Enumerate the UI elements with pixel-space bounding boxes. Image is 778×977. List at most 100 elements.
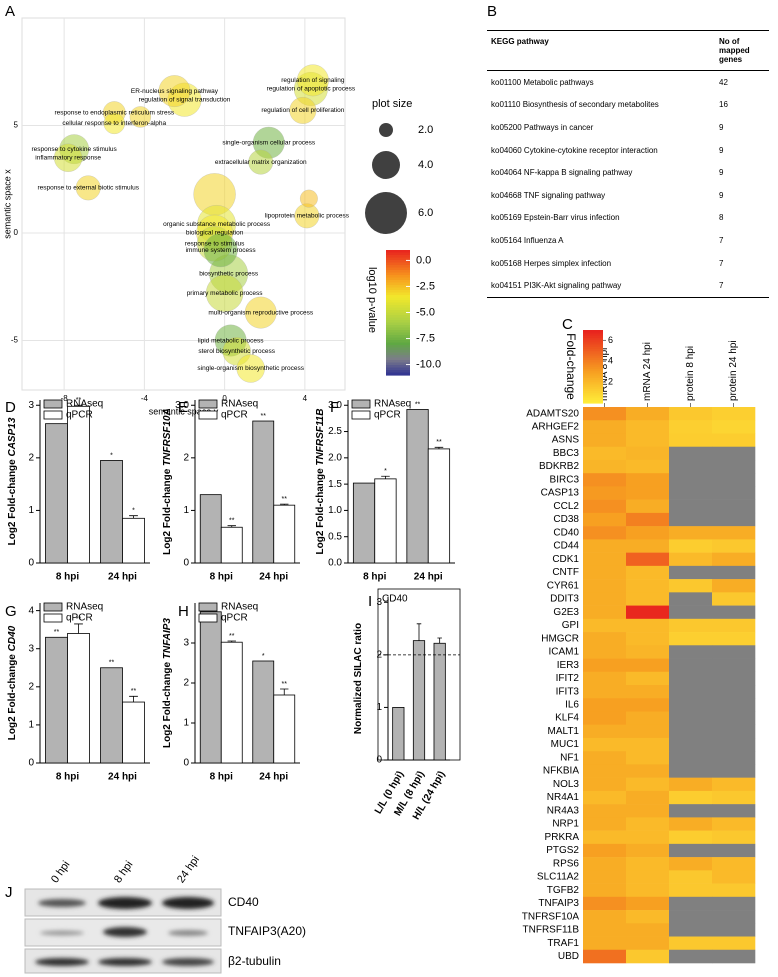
bar [122, 517, 145, 564]
heatmap-cell-missing [669, 512, 713, 527]
heatmap-cell [712, 420, 756, 434]
table-row: ko01110 Biosynthesis of secondary metabo… [487, 94, 769, 117]
bar [433, 642, 446, 761]
bubble [244, 296, 277, 329]
heatmap-cell [626, 724, 670, 739]
bubble-label: biological regulation [186, 230, 244, 237]
heatmap-cell [583, 910, 627, 924]
heatmap-cell [583, 896, 627, 911]
bar [199, 494, 222, 564]
heatmap-cell [626, 711, 670, 726]
legend-swatch [351, 410, 371, 420]
colorbar-cell [386, 287, 410, 291]
colorbar-cell [583, 390, 603, 393]
legend-label: RNAseq [221, 602, 258, 613]
heatmap-cell [583, 804, 627, 818]
significance-label: ** [282, 496, 288, 503]
y-axis-label: Log2 Fold-change TNFAIP3 [162, 618, 173, 748]
y-axis-label: Log2 Fold-change CASP13 [7, 417, 18, 545]
legend-label: qPCR [66, 613, 93, 624]
y-tick-label: 3.0 [328, 400, 342, 411]
row-label: DDIT3 [550, 594, 579, 605]
bubble [203, 233, 238, 268]
heatmap-cell-missing [712, 804, 756, 818]
bubble-label: lipoprotein metabolic process [265, 213, 350, 220]
error-bar [381, 475, 390, 479]
blot-band [40, 930, 84, 936]
heatmap-cell-missing [669, 473, 713, 487]
y-tick-label: 0 [376, 755, 382, 766]
row-label: TNFRSF11B [523, 925, 580, 936]
x-tick-label: 8 hpi [210, 572, 234, 583]
table-cell: ko05169 Epstein-Barr virus infection [491, 213, 620, 223]
colorbar-cell [583, 381, 603, 384]
colorbar-cell [583, 370, 603, 373]
heatmap-cell [583, 433, 627, 448]
legend-swatch [43, 613, 63, 623]
row-label: NFKBIA [543, 766, 579, 777]
bubble [299, 189, 318, 208]
colorbar-cell [386, 272, 410, 276]
legend-swatch [198, 602, 218, 612]
row-label: MALT1 [548, 726, 580, 737]
row-label: RPS6 [553, 858, 580, 869]
colorbar-cell [583, 362, 603, 366]
heatmap-cell [669, 407, 713, 421]
heatmap-cell [626, 936, 670, 951]
x-tick-label: 8 hpi [363, 572, 387, 583]
colorbar-cell [386, 250, 410, 254]
row-label: UBD [558, 951, 579, 962]
colorbar-cell [583, 379, 603, 382]
heatmap-cell [583, 499, 627, 514]
heatmap-cell [626, 804, 670, 818]
heatmap-cell-missing [669, 486, 713, 500]
colorbar-cell [583, 340, 603, 344]
y-tick-label: 0.5 [328, 531, 342, 542]
heatmap-cell-missing [669, 949, 713, 964]
heatmap-cell [626, 552, 670, 567]
heatmap-cell [626, 645, 670, 659]
panel-letter: D [5, 399, 16, 416]
plot-area [21, 17, 346, 391]
bubble [53, 143, 83, 173]
y-axis-label-gene: TNFAIP3 [162, 618, 173, 660]
heatmap-cell-missing [712, 896, 756, 911]
bar [252, 420, 275, 564]
row-label: IFIT3 [556, 686, 580, 697]
heatmap-cell [583, 857, 627, 871]
y-tick-label: 1 [28, 720, 34, 731]
heatmap-cell [583, 645, 627, 659]
error-bar [74, 623, 83, 634]
heatmap-cell [712, 830, 756, 845]
panel-letter: B [487, 3, 497, 20]
heatmap-cell [583, 870, 627, 884]
y-tick-label: 2 [28, 452, 34, 463]
row-label: NRP1 [552, 819, 579, 830]
row-label: IL6 [565, 699, 579, 710]
heatmap-cell [626, 817, 670, 831]
heatmap-cell [626, 446, 670, 461]
colorbar-cell [386, 317, 410, 321]
bubble [158, 75, 191, 108]
heatmap-cell-missing [669, 565, 713, 580]
legend-swatch [351, 399, 371, 409]
bubble-label: response to external biotic stimulus [37, 185, 139, 192]
heatmap-cell [583, 711, 627, 726]
y-axis-label: semantic space x [2, 169, 12, 239]
heatmap-cell-missing [712, 751, 756, 765]
lane-label: 0 hpi [49, 859, 73, 885]
x-tick-label: 24 hpi [259, 572, 288, 583]
bubble-label: single-organism biosynthetic process [197, 365, 304, 372]
y-tick-label: 3 [376, 597, 382, 608]
colorbar-cell [386, 330, 410, 334]
colorbar-cell [583, 361, 603, 364]
panel-letter: E [178, 399, 188, 416]
heatmap-cell-missing [669, 751, 713, 765]
y-axis-label: Normalized SILAC ratio [353, 623, 364, 734]
y-tick-label: 1.5 [328, 479, 342, 490]
bar [100, 667, 123, 764]
heatmap-cell [712, 936, 756, 951]
heatmap-cell-missing [712, 658, 756, 673]
